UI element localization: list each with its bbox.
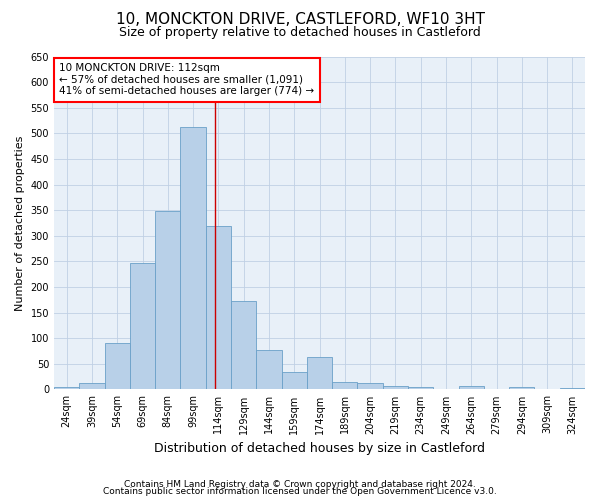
Bar [181,127,206,390]
Bar [155,211,181,390]
Bar [54,387,79,390]
X-axis label: Distribution of detached houses by size in Castleford: Distribution of detached houses by size … [154,442,485,455]
Bar [560,388,585,390]
Bar [256,350,281,390]
Bar [408,388,433,390]
Bar [206,226,231,390]
Bar [231,302,256,390]
Bar [358,384,383,390]
Text: Contains HM Land Registry data © Crown copyright and database right 2024.: Contains HM Land Registry data © Crown c… [124,480,476,489]
Text: 10 MONCKTON DRIVE: 112sqm
← 57% of detached houses are smaller (1,091)
41% of se: 10 MONCKTON DRIVE: 112sqm ← 57% of detac… [59,63,314,96]
Y-axis label: Number of detached properties: Number of detached properties [15,136,25,310]
Text: Contains public sector information licensed under the Open Government Licence v3: Contains public sector information licen… [103,488,497,496]
Bar [458,386,484,390]
Bar [281,372,307,390]
Bar [307,357,332,390]
Text: 10, MONCKTON DRIVE, CASTLEFORD, WF10 3HT: 10, MONCKTON DRIVE, CASTLEFORD, WF10 3HT [115,12,485,28]
Bar [130,264,155,390]
Text: Size of property relative to detached houses in Castleford: Size of property relative to detached ho… [119,26,481,39]
Bar [79,383,104,390]
Bar [509,388,535,390]
Bar [332,382,358,390]
Bar [104,343,130,390]
Bar [383,386,408,390]
